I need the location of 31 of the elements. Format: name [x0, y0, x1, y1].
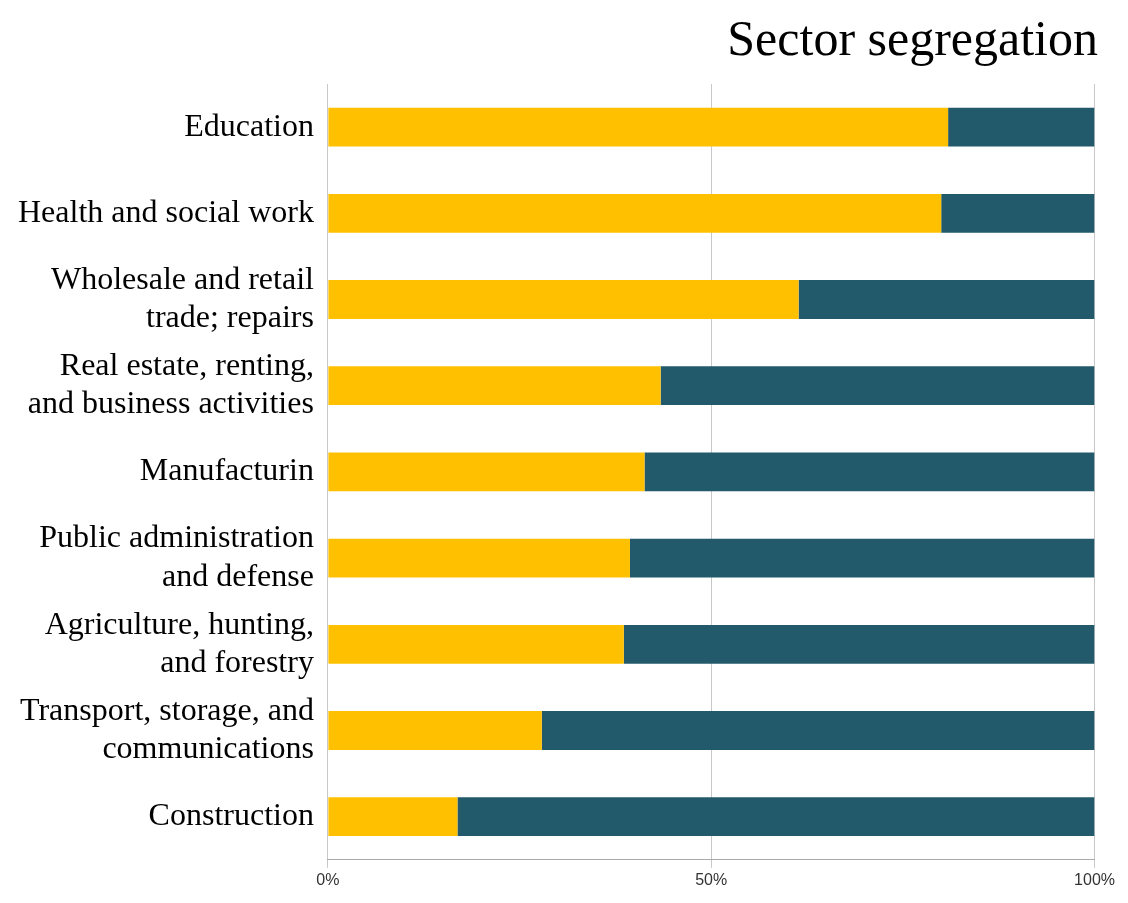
bar	[541, 711, 1095, 750]
bar	[328, 452, 645, 492]
bar	[328, 538, 630, 578]
bar	[941, 193, 1095, 233]
bar	[328, 624, 624, 664]
y-tick-label: Real estate, renting, and business activities	[27, 345, 314, 421]
x-tick-label: 0%	[316, 870, 340, 888]
chart-title: Sector segregation	[727, 10, 1098, 67]
bar	[328, 107, 949, 147]
bar	[328, 280, 799, 319]
x-tick-label: 50%	[695, 870, 728, 888]
bar	[328, 366, 661, 406]
y-tick-label: Wholesale and retail trade; repairs	[50, 259, 315, 335]
bar	[328, 193, 942, 233]
y-tick-label: Manufacturin	[139, 451, 314, 488]
x-tick-label: 100%	[1074, 870, 1115, 888]
y-tick-label: Education	[184, 106, 314, 143]
bar	[623, 624, 1095, 664]
bar	[629, 538, 1095, 578]
bar	[660, 366, 1095, 406]
y-tick-label: Agriculture, hunting, and forestry	[44, 604, 314, 679]
bar	[457, 797, 1095, 837]
bar	[798, 280, 1095, 319]
bar	[948, 107, 1095, 147]
bar	[328, 711, 542, 750]
y-tick-label: Construction	[148, 796, 314, 833]
y-tick-label: Public administration and defense	[39, 518, 314, 593]
y-tick-label: Health and social work	[18, 192, 314, 229]
y-tick-label: Transport, storage, and communications	[20, 690, 314, 766]
bar	[644, 452, 1095, 492]
bar	[328, 797, 458, 837]
